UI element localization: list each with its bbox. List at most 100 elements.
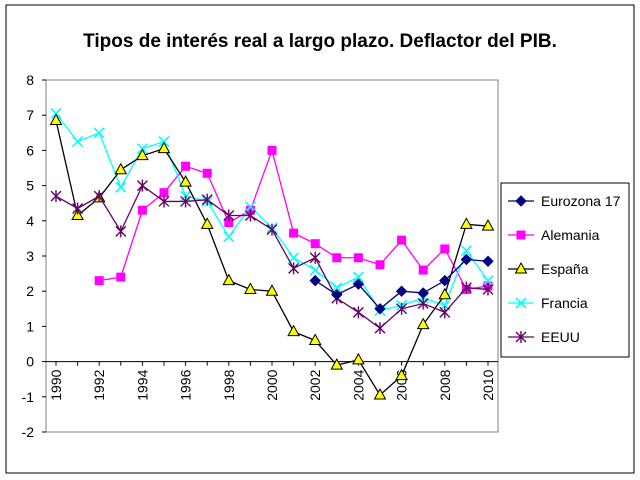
- series-eeuu: [50, 179, 494, 335]
- legend-marker-alemania: [516, 230, 526, 240]
- data-point-espa-a: [179, 175, 192, 187]
- data-point-francia: [352, 271, 364, 283]
- data-point-espa-a: [373, 388, 387, 400]
- data-point-eeuu: [266, 223, 278, 236]
- data-point-espa-a: [395, 368, 408, 381]
- data-point-espa-a: [308, 333, 322, 345]
- data-point-alemania: [224, 218, 234, 228]
- x-tick-label: 1992: [91, 369, 107, 400]
- data-point-espa-a: [114, 162, 128, 175]
- data-point-alemania: [289, 228, 299, 238]
- data-point-eurozona-17: [331, 289, 343, 301]
- data-point-eurozona-17: [352, 278, 365, 290]
- x-tick-label: 1996: [178, 369, 194, 400]
- data-point-espa-a: [222, 273, 236, 286]
- data-point-espa-a: [200, 217, 214, 229]
- data-point-alemania: [181, 161, 191, 171]
- data-point-eurozona-17: [482, 255, 494, 267]
- data-point-eeuu: [201, 193, 213, 206]
- data-point-eurozona-17: [439, 274, 451, 287]
- data-point-eeuu: [244, 209, 256, 222]
- y-tick-label: 1: [26, 318, 34, 334]
- data-point-eurozona-17: [309, 274, 321, 287]
- x-tick-label: 2010: [480, 369, 496, 400]
- x-tick-label: 2004: [350, 369, 366, 400]
- x-tick-label: 2008: [437, 369, 453, 400]
- y-tick-label: 3: [26, 248, 34, 264]
- legend-marker-eeuu: [515, 331, 527, 343]
- y-tick-label: 6: [26, 142, 34, 158]
- data-point-alemania: [137, 205, 147, 215]
- data-point-alemania: [375, 260, 385, 270]
- data-point-francia: [158, 136, 170, 148]
- data-point-eeuu: [309, 251, 321, 264]
- data-point-alemania: [159, 188, 169, 198]
- data-point-alemania: [94, 276, 104, 286]
- y-tick-label: 2: [26, 283, 34, 299]
- data-point-eeuu: [158, 195, 170, 208]
- data-point-espa-a: [352, 352, 365, 365]
- data-point-alemania: [440, 244, 450, 254]
- data-point-eeuu: [180, 195, 192, 208]
- legend-marker-eurozona-17: [515, 195, 527, 207]
- y-tick-label: 4: [26, 213, 34, 229]
- data-point-espa-a: [49, 113, 63, 125]
- legend-label-francia: Francia: [541, 295, 588, 311]
- data-point-eurozona-17: [395, 285, 408, 297]
- series-eurozona-17: [309, 253, 494, 315]
- y-tick-label: 8: [26, 72, 34, 88]
- legend-label-eurozona-17: Eurozona 17: [541, 193, 621, 209]
- series-layer: [49, 107, 495, 400]
- x-tick-label: 1994: [134, 369, 150, 400]
- chart-title: Tipos de interés real a largo plazo. Def…: [83, 31, 557, 52]
- data-point-eeuu: [50, 190, 62, 203]
- data-point-alemania: [332, 253, 342, 263]
- legend-label-alemania: Alemania: [541, 227, 600, 243]
- legend-label-espa-a: España: [541, 261, 589, 277]
- data-point-eeuu: [136, 179, 148, 192]
- data-point-alemania: [116, 272, 126, 282]
- data-point-alemania: [310, 239, 320, 249]
- data-point-alemania: [418, 265, 428, 275]
- data-point-francia: [482, 275, 494, 287]
- data-point-eurozona-17: [460, 253, 473, 266]
- data-point-espa-a: [460, 217, 473, 229]
- data-point-eeuu: [374, 322, 386, 335]
- y-tick-label: 0: [26, 354, 34, 370]
- x-tick-label: 2000: [264, 369, 280, 400]
- data-point-eurozona-17: [417, 287, 429, 299]
- data-point-eeuu: [439, 306, 451, 319]
- data-point-espa-a: [244, 282, 257, 294]
- data-point-alemania: [267, 145, 277, 155]
- data-point-francia: [115, 181, 127, 193]
- data-point-eeuu: [288, 262, 300, 275]
- y-tick-label: 7: [26, 107, 34, 123]
- data-point-espa-a: [265, 284, 279, 296]
- data-point-eeuu: [72, 202, 84, 215]
- data-point-eeuu: [396, 302, 408, 315]
- data-point-eeuu: [482, 283, 494, 296]
- data-point-espa-a: [330, 358, 344, 370]
- data-point-espa-a: [438, 287, 452, 300]
- data-point-eeuu: [352, 306, 364, 319]
- data-point-francia: [223, 231, 235, 243]
- data-point-espa-a: [287, 324, 300, 337]
- x-tick-label: 1998: [221, 369, 237, 400]
- data-point-espa-a: [136, 148, 149, 161]
- data-point-eeuu: [223, 209, 235, 222]
- legend-marker-espa-a: [514, 261, 528, 274]
- x-tick-label: 1990: [48, 369, 64, 400]
- data-point-francia: [72, 136, 84, 148]
- data-point-eeuu: [93, 190, 105, 203]
- data-point-francia: [460, 245, 472, 257]
- data-point-alemania: [202, 168, 212, 178]
- legend: Eurozona 17 Alemania España Francia EEUU: [500, 182, 630, 358]
- y-tick-label: -2: [22, 424, 35, 440]
- data-point-francia: [136, 143, 148, 155]
- data-point-eeuu: [417, 297, 429, 310]
- data-point-eeuu: [115, 225, 127, 238]
- y-axis: -2 -1 0 1 2 3 4 5 6 7 8: [22, 72, 46, 440]
- x-axis: 1990 1992 1994 1996 1998 2000 2002 2004 2006 2008…: [46, 361, 498, 401]
- y-tick-label: -1: [22, 389, 35, 405]
